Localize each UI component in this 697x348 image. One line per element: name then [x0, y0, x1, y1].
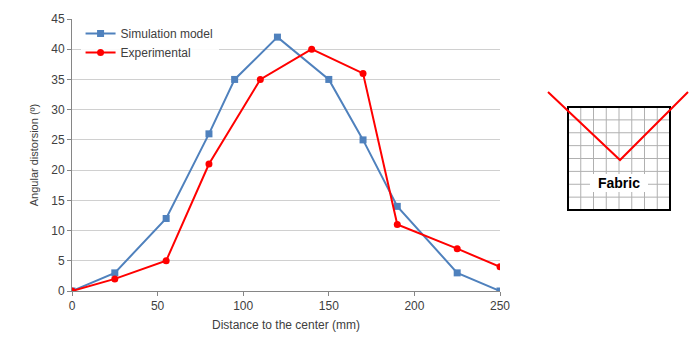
svg-text:35: 35 — [51, 73, 65, 87]
svg-text:20: 20 — [51, 163, 65, 177]
svg-text:45: 45 — [51, 12, 65, 26]
svg-text:200: 200 — [404, 299, 424, 313]
svg-text:Experimental: Experimental — [121, 46, 191, 60]
svg-text:5: 5 — [58, 254, 65, 268]
svg-text:Fabric: Fabric — [598, 175, 640, 191]
svg-text:Angular distorsion (º): Angular distorsion (º) — [28, 104, 40, 206]
svg-text:100: 100 — [233, 299, 253, 313]
svg-text:15: 15 — [51, 194, 65, 208]
svg-text:10: 10 — [51, 224, 65, 238]
svg-text:0: 0 — [69, 299, 76, 313]
svg-text:25: 25 — [51, 133, 65, 147]
svg-text:Simulation model: Simulation model — [121, 27, 213, 41]
svg-text:40: 40 — [51, 42, 65, 56]
svg-text:0: 0 — [58, 284, 65, 298]
svg-text:50: 50 — [151, 299, 165, 313]
svg-text:250: 250 — [490, 299, 510, 313]
svg-text:30: 30 — [51, 103, 65, 117]
svg-text:Distance to the center (mm): Distance to the center (mm) — [212, 318, 360, 332]
svg-text:150: 150 — [319, 299, 339, 313]
